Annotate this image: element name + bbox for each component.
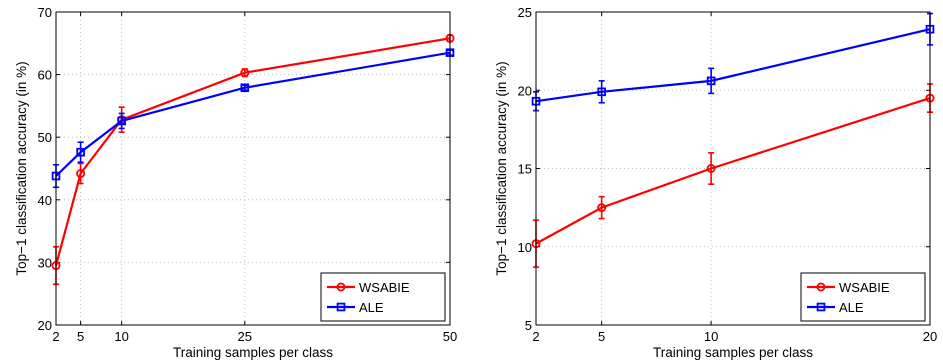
x-tick-label: 50 [443, 329, 457, 344]
axes-box [55, 11, 451, 326]
legend-label: WSABIE [839, 280, 890, 295]
legend: WSABIE ALE [800, 272, 926, 322]
x-tick-label: 10 [114, 329, 128, 344]
y-tick-label: 30 [38, 255, 52, 270]
legend-marker [336, 302, 346, 312]
axes-box [535, 11, 931, 326]
x-tick-label: 20 [923, 329, 937, 344]
series-line [535, 97, 931, 245]
y-tick-label: 60 [38, 68, 52, 83]
legend-marker [336, 282, 346, 292]
y-tick-label: 50 [38, 130, 52, 145]
legend-marker [816, 302, 826, 312]
y-tick-label: 10 [518, 240, 532, 255]
series-line [535, 28, 931, 103]
data-point [240, 68, 250, 78]
y-tick-label: 20 [38, 318, 52, 333]
y-tick-label: 15 [518, 162, 532, 177]
data-point [597, 87, 606, 97]
y-tick-label: 40 [38, 193, 52, 208]
legend-box [320, 272, 446, 322]
legend-label: WSABIE [359, 280, 410, 295]
x-tick-label: 10 [704, 329, 718, 344]
data-point [117, 116, 126, 126]
x-tick-label: 2 [52, 329, 59, 344]
x-axis-label: Training samples per class [173, 345, 333, 360]
legend-box [800, 272, 926, 322]
y-tick-label: 70 [38, 5, 52, 20]
y-axis-label: Top−1 classification accuracy (in %) [14, 61, 29, 275]
data-point [597, 203, 607, 213]
legend: WSABIE ALE [320, 272, 446, 322]
data-point [76, 169, 86, 179]
x-tick-label: 25 [238, 329, 252, 344]
x-tick-label: 2 [532, 329, 539, 344]
legend-label: ALE [839, 300, 864, 315]
x-tick-label: 5 [77, 329, 84, 344]
data-point [76, 147, 85, 157]
x-axis-label: Training samples per class [653, 345, 813, 360]
y-tick-label: 20 [518, 83, 532, 98]
data-point [240, 83, 250, 93]
legend-marker [816, 282, 826, 292]
y-tick-label: 25 [518, 5, 532, 20]
data-point [706, 163, 716, 173]
data-point [706, 76, 716, 86]
legend-label: ALE [359, 300, 384, 315]
y-tick-label: 5 [525, 318, 532, 333]
y-axis-label: Top−1 classification accuracy (in %) [494, 61, 509, 275]
x-tick-label: 5 [598, 329, 605, 344]
